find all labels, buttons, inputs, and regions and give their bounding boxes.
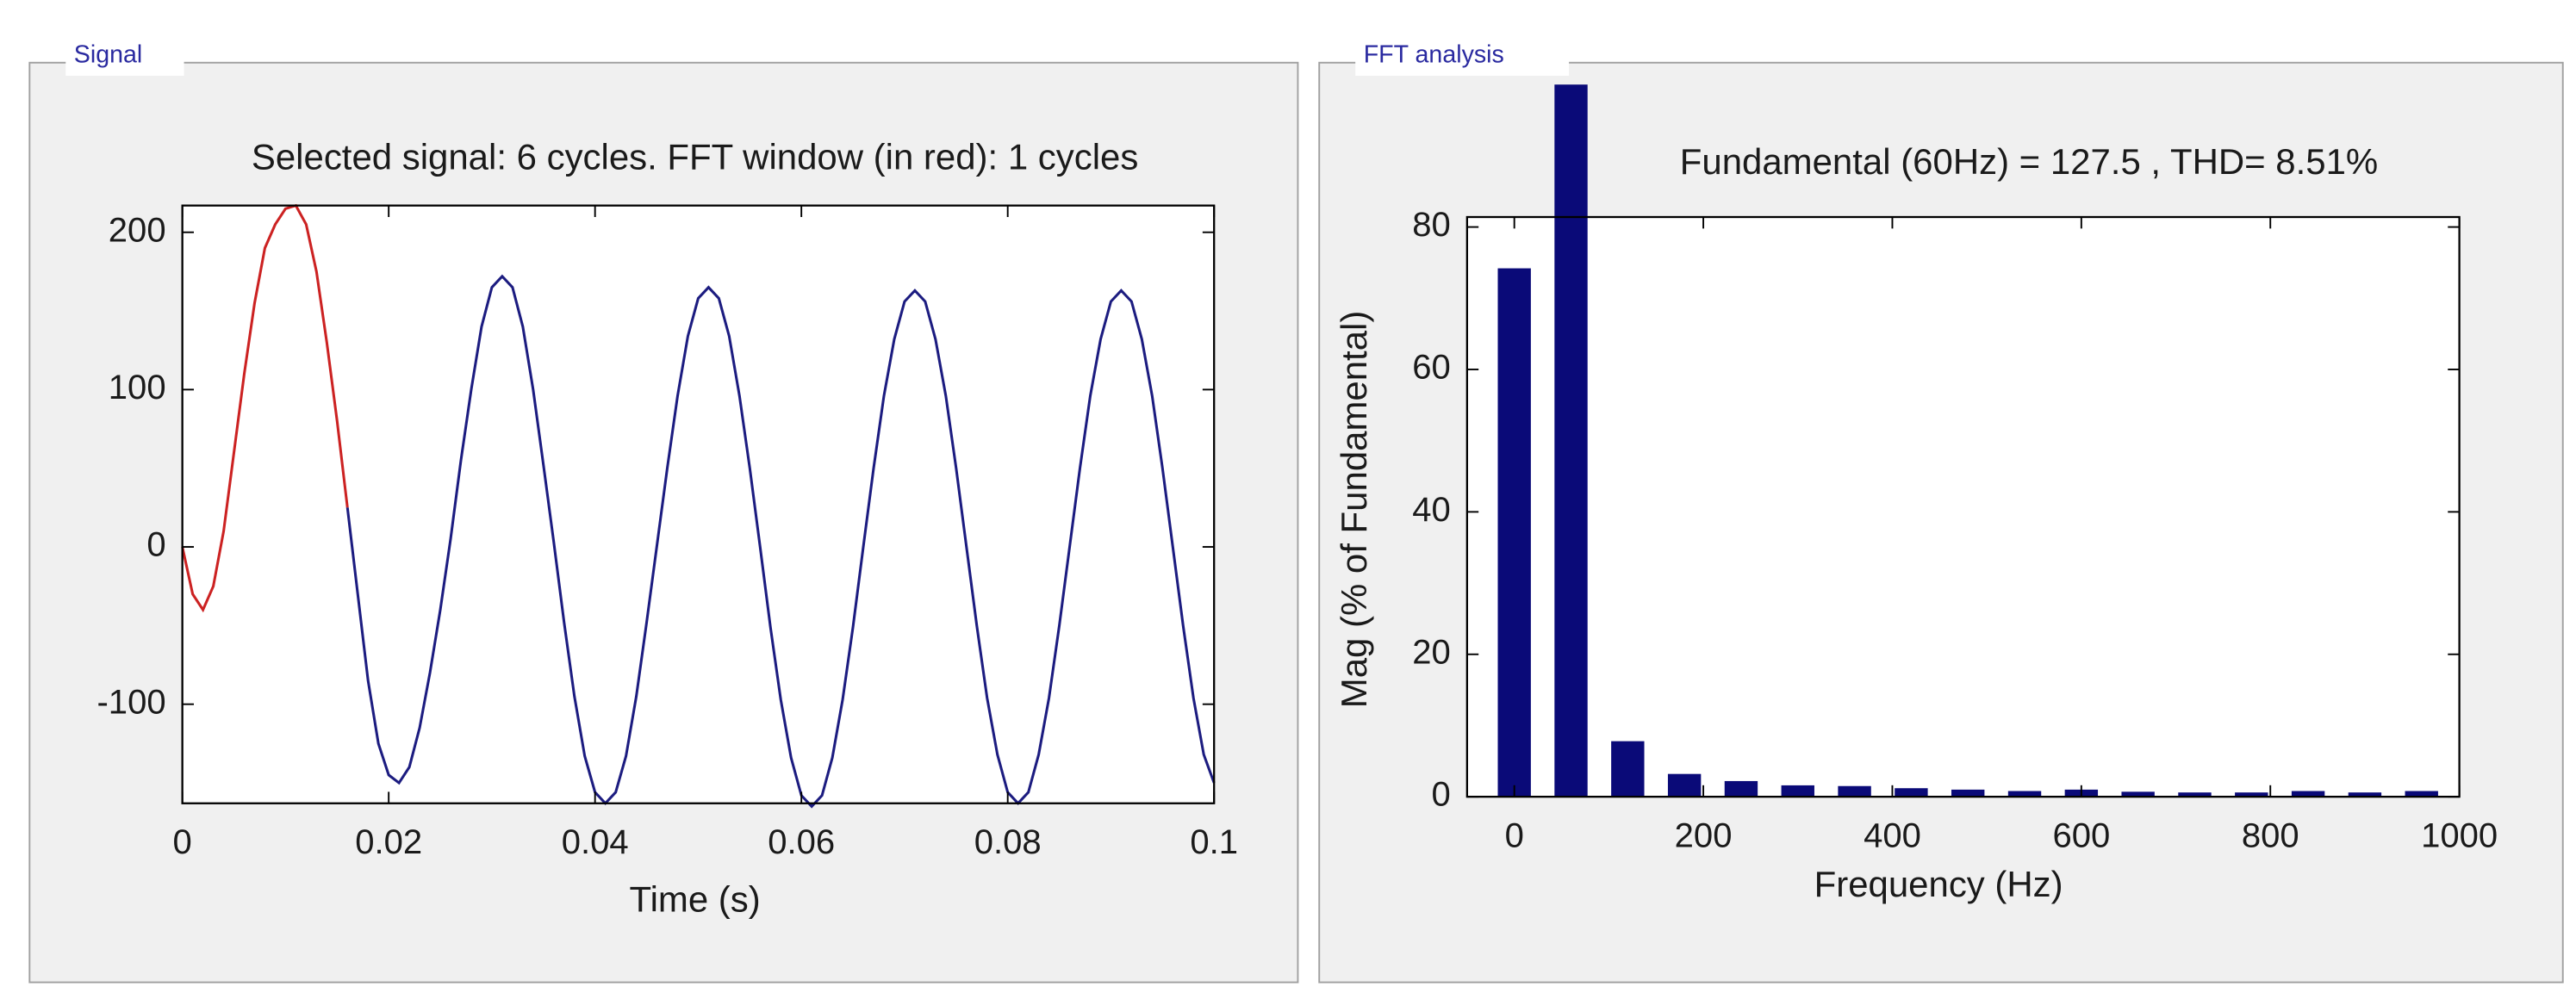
bar — [2235, 792, 2268, 797]
axes-frame — [181, 204, 1216, 804]
y-tick-label: 0 — [1432, 776, 1451, 814]
axes-frame — [1465, 215, 2461, 798]
x-tick-label: 0 — [1505, 816, 1524, 854]
bar — [1611, 741, 1645, 797]
x-tick-label: 800 — [2242, 816, 2299, 854]
signal-line — [345, 274, 1216, 809]
panel-label-bg — [1355, 42, 1570, 77]
x-tick-label: 0 — [173, 823, 192, 861]
y-tick-label: 200 — [109, 211, 166, 249]
plot-area — [182, 205, 1215, 804]
chart-title: Fundamental (60Hz) = 127.5 , THD= 8.51% — [1680, 141, 2378, 182]
panel-label-bg — [65, 42, 184, 77]
x-tick-label: 0.04 — [562, 823, 629, 861]
bar — [2178, 792, 2212, 797]
x-tick-label: 400 — [1864, 816, 1921, 854]
bar — [2348, 792, 2382, 797]
y-tick-label: 40 — [1412, 491, 1451, 529]
bar — [2007, 791, 2042, 797]
panel-label: FFT analysis — [1364, 41, 1504, 69]
bar — [2121, 791, 2155, 797]
x-tick-label: 200 — [1675, 816, 1733, 854]
signal-line — [181, 203, 349, 613]
bar — [1951, 789, 1985, 797]
x-tick-label: 0.02 — [355, 823, 422, 861]
x-tick-label: 600 — [2052, 816, 2110, 854]
x-tick-label: 1000 — [2421, 816, 2498, 854]
y-tick-label: -100 — [96, 683, 165, 721]
y-tick-label: 60 — [1412, 349, 1451, 387]
x-tick-label: 0.1 — [1190, 823, 1238, 861]
chart-title: Selected signal: 6 cycles. FFT window (i… — [252, 136, 1138, 177]
y-tick-label: 100 — [109, 369, 166, 406]
x-axis-label: Time (s) — [630, 878, 761, 919]
bar — [1781, 785, 1814, 797]
bar — [1724, 780, 1758, 797]
bar — [1497, 268, 1531, 797]
x-axis-label: Frequency (Hz) — [1814, 864, 2063, 904]
panel-label: Signal — [74, 41, 143, 69]
bar — [1838, 785, 1871, 797]
bar — [1667, 773, 1702, 797]
bar — [2291, 791, 2325, 797]
bar — [1554, 84, 1588, 797]
bar — [1895, 788, 1928, 797]
y-tick-label: 80 — [1412, 206, 1451, 244]
y-tick-label: 20 — [1412, 633, 1451, 671]
y-tick-label: 0 — [146, 526, 165, 564]
x-tick-label: 0.08 — [974, 823, 1042, 861]
bar — [2405, 791, 2438, 797]
x-tick-label: 0.06 — [768, 823, 835, 861]
y-axis-label: Mag (% of Fundamental) — [1334, 311, 1374, 709]
plot-area — [1466, 217, 2460, 797]
